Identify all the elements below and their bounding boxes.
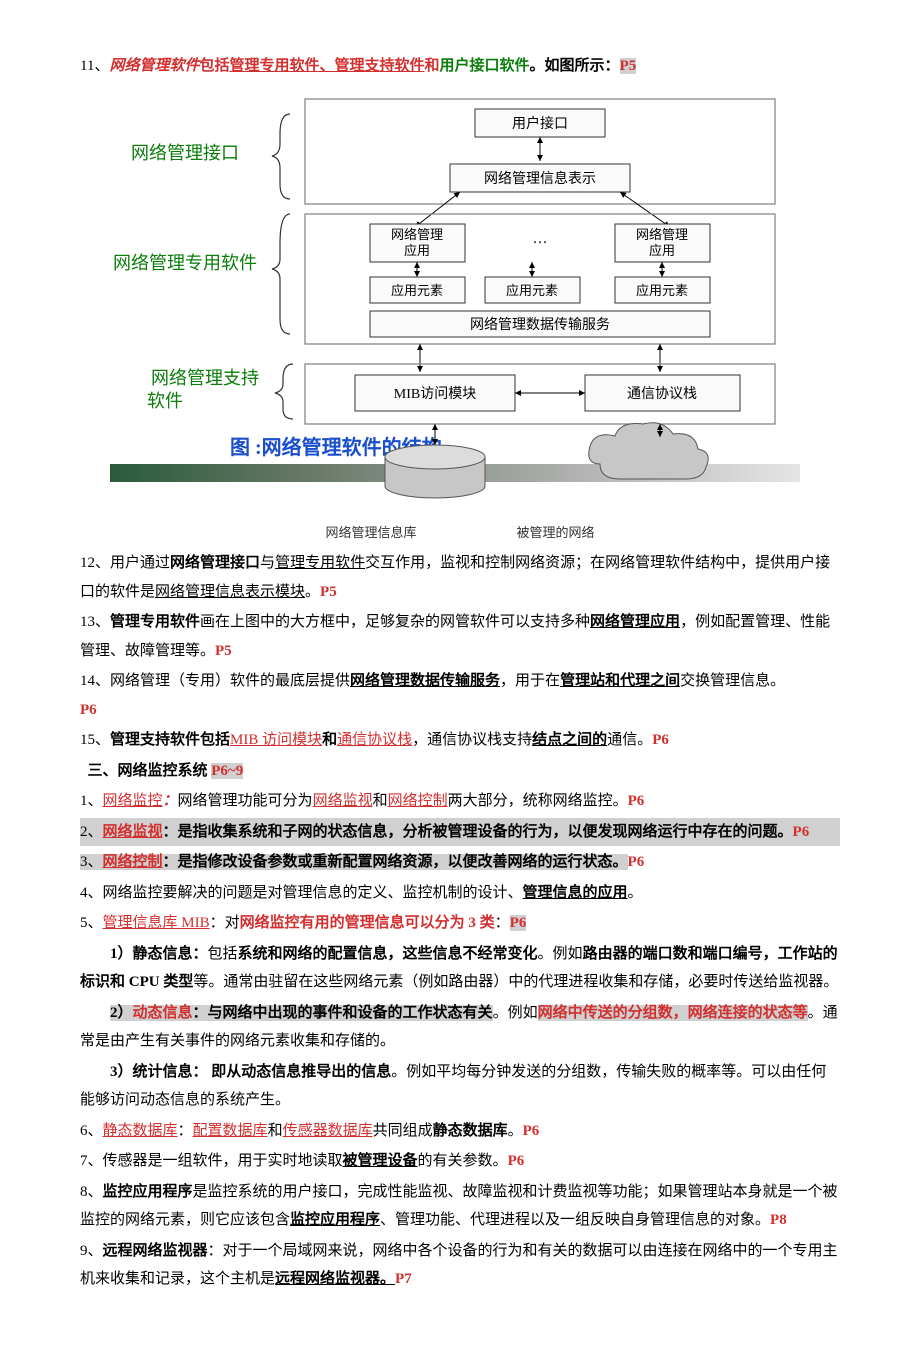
item-1: 1、网络监控：网络管理功能可分为网络监视和网络控制两大部分，统称网络监控。P6 — [80, 787, 840, 816]
txt: 。如图所示： — [530, 58, 620, 74]
page-ref: P6 — [652, 732, 669, 748]
ul-red: 管理专用软件、管理支持软件 — [229, 58, 424, 74]
svg-text:应用: 应用 — [649, 243, 675, 258]
page-ref: P6 — [628, 793, 645, 809]
item-9: 9、远程网络监视器：对于一个局域网来说，网络中各个设备的行为和有关的数据可以由连… — [80, 1237, 840, 1294]
item-5-3: 3）统计信息： 即从动态信息推导出的信息。例如平均每分钟发送的分组数，传输失败的… — [80, 1058, 840, 1115]
page-ref: P5 — [620, 58, 637, 74]
page-ref: P6~9 — [211, 763, 243, 779]
line-12: 12、用户通过网络管理接口与管理专用软件交互作用，监视和控制网络资源；在网络管理… — [80, 549, 840, 606]
line-15: 15、管理支持软件包括MIB 访问模块和通信协议栈，通信协议栈支持结点之间的通信… — [80, 726, 840, 755]
txt: 包括 — [199, 58, 229, 74]
architecture-diagram: 网络管理接口 网络管理专用软件 网络管理支持 软件 用户接口 网络管理信息表示 … — [80, 89, 840, 546]
svg-text:MIB访问模块: MIB访问模块 — [394, 386, 476, 402]
item-5-1: 1）静态信息：包括系统和网络的配置信息，这些信息不经常变化。例如路由器的端口数和… — [80, 940, 840, 997]
page-ref: P7 — [395, 1271, 412, 1287]
section-3-heading: 三、网络监控系统 P6~9 — [80, 757, 840, 786]
page-ref: P6 — [80, 702, 97, 718]
label-interface: 网络管理接口 — [131, 143, 239, 163]
page-ref: P5 — [320, 584, 337, 600]
page-ref: P8 — [770, 1212, 787, 1228]
svg-text:应用: 应用 — [404, 243, 430, 258]
green: 用户接口软件 — [440, 58, 530, 74]
page-ref: P6 — [510, 915, 527, 931]
item-5: 5、管理信息库 MIB：对网络监控有用的管理信息可以分为 3 类：P6 — [80, 909, 840, 938]
item-7: 7、传感器是一组软件，用于实时地读取被管理设备的有关参数。P6 — [80, 1147, 840, 1176]
label-support-b: 软件 — [147, 391, 183, 411]
svg-text:网络管理信息表示: 网络管理信息表示 — [484, 170, 596, 187]
line-11: 11、网络管理软件包括管理专用软件、管理支持软件和用户接口软件。如图所示：P5 — [80, 52, 840, 81]
svg-text:通信协议栈: 通信协议栈 — [627, 386, 697, 402]
svg-text:应用元素: 应用元素 — [636, 283, 688, 298]
label-support-a: 网络管理支持 — [151, 368, 259, 388]
line-13: 13、管理专用软件画在上图中的大方框中，足够复杂的网管软件可以支持多种网络管理应… — [80, 608, 840, 665]
svg-text:用户接口: 用户接口 — [512, 115, 568, 132]
item-8: 8、监控应用程序是监控系统的用户接口，完成性能监视、故障监视和计费监视等功能；如… — [80, 1178, 840, 1235]
item-5-2: 2）动态信息：与网络中出现的事件和设备的工作状态有关。例如网络中传送的分组数，网… — [80, 999, 840, 1056]
svg-text:应用元素: 应用元素 — [506, 283, 558, 298]
term: 网络管理软件 — [109, 58, 199, 74]
page-ref: P5 — [215, 643, 232, 659]
line-14: 14、网络管理（专用）软件的最底层提供网络管理数据传输服务，用于在管理站和代理之… — [80, 667, 840, 724]
svg-text:网络管理数据传输服务: 网络管理数据传输服务 — [470, 317, 610, 333]
item-4: 4、网络监控要解决的问题是对管理信息的定义、监控机制的设计、管理信息的应用。 — [80, 879, 840, 908]
svg-text:网络管理: 网络管理 — [391, 227, 443, 242]
page-ref: P6 — [628, 854, 645, 870]
page-ref: P6 — [508, 1153, 525, 1169]
item-3: 3、网络控制：是指修改设备参数或重新配置网络资源，以便改善网络的运行状态。P6 — [80, 848, 840, 877]
page-ref: P6 — [793, 824, 810, 840]
label-dedicated: 网络管理专用软件 — [113, 253, 257, 273]
page-ref: P6 — [523, 1123, 540, 1139]
num: 11、 — [80, 58, 109, 74]
diagram-caption: 网络管理信息库被管理的网络 — [80, 521, 840, 546]
svg-text:应用元素: 应用元素 — [391, 283, 443, 298]
svg-text:网络管理: 网络管理 — [636, 227, 688, 242]
svg-text:···: ··· — [533, 235, 548, 251]
item-6: 6、静态数据库：配置数据库和传感器数据库共同组成静态数据库。P6 — [80, 1117, 840, 1146]
item-2: 2、网络监视：是指收集系统和子网的状态信息，分析被管理设备的行为，以便发现网络运… — [80, 818, 840, 847]
txt: 和 — [425, 58, 440, 74]
